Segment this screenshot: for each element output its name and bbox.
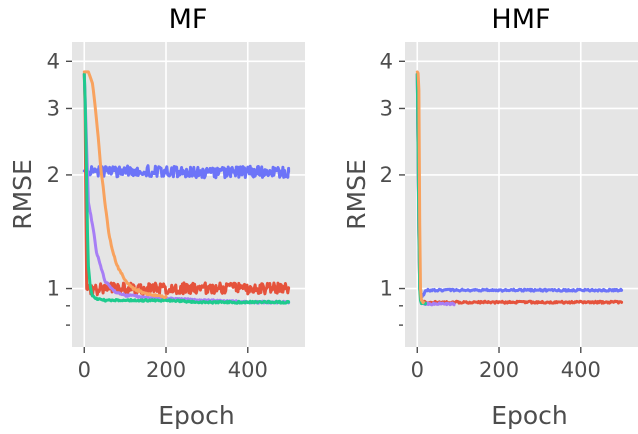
plot-area [405, 42, 638, 347]
chart-title: HMF [491, 4, 550, 35]
series-line-0 [82, 164, 291, 180]
y-tick-label: 2 [47, 163, 60, 187]
series-line-4 [82, 70, 168, 300]
series-line-1 [82, 72, 291, 297]
x-tick-label: 200 [146, 358, 186, 382]
x-tick-label: 400 [228, 358, 268, 382]
y-tick-label: 4 [380, 49, 393, 73]
panel-hmf: 1 2 3 4 0 200 400 HMF Epoch RMSE [342, 4, 638, 430]
panel-mf: 1 2 3 4 0 200 400 MF Epoch RMSE [8, 4, 305, 430]
y-tick-label: 1 [47, 277, 60, 301]
y-tick-label: 1 [380, 277, 393, 301]
y-tick-label: 2 [380, 163, 393, 187]
series-group [82, 70, 291, 305]
y-axis-label: RMSE [8, 159, 37, 230]
x-tick-label: 0 [411, 358, 424, 382]
series-group [415, 70, 624, 307]
y-axis-label: RMSE [342, 159, 371, 230]
y-tick-label: 3 [380, 96, 393, 120]
series-line-4 [415, 70, 425, 305]
series-line-3 [82, 72, 291, 305]
x-axis-label: Epoch [158, 401, 235, 430]
x-tick-label: 0 [78, 358, 91, 382]
chart-title: MF [169, 4, 208, 35]
x-axis-label: Epoch [491, 401, 568, 430]
series-line-0 [415, 72, 624, 299]
y-tick-label: 4 [47, 49, 60, 73]
y-tick-label: 3 [47, 96, 60, 120]
x-tick-label: 400 [561, 358, 601, 382]
plot-area [72, 42, 305, 347]
x-tick-label: 200 [479, 358, 519, 382]
